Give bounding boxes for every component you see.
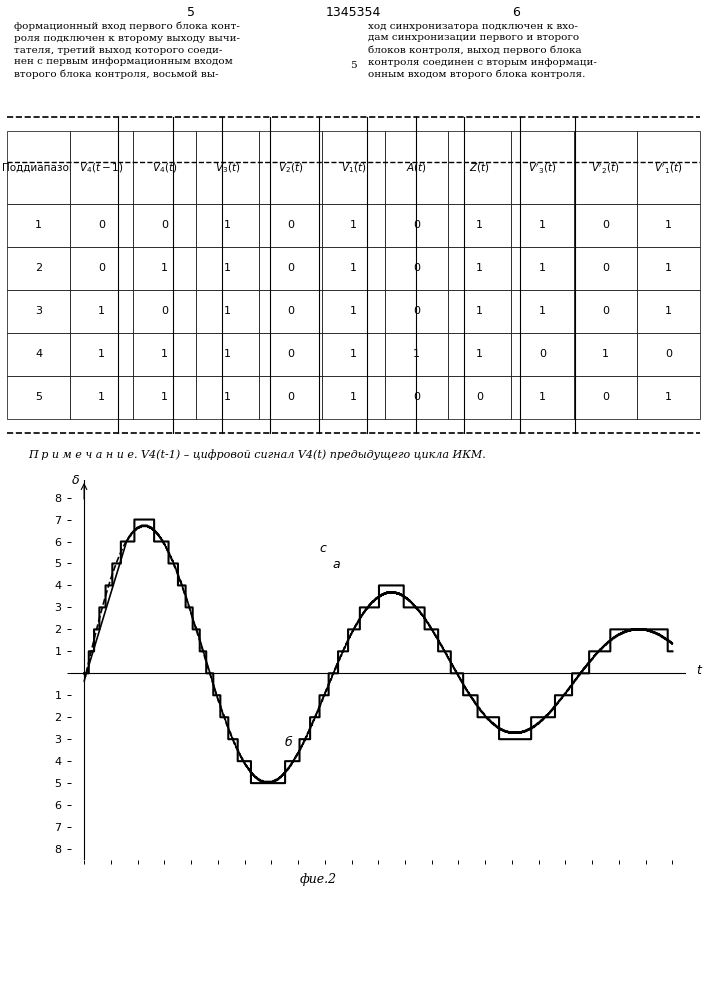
Text: формационный вход первого блока конт-
роля подключен к второму выходу вычи-
тате: формационный вход первого блока конт- ро… — [14, 22, 240, 79]
a — [651, 627, 660, 639]
b — [668, 637, 677, 649]
c — [351, 623, 359, 635]
a — [544, 708, 552, 720]
b — [544, 708, 552, 720]
b — [137, 519, 146, 531]
c — [130, 514, 139, 526]
c — [651, 623, 660, 635]
Text: 5: 5 — [350, 62, 357, 70]
b — [80, 667, 88, 679]
a — [80, 676, 88, 688]
b — [351, 620, 359, 632]
a — [351, 620, 359, 632]
c — [366, 601, 375, 613]
Text: 6: 6 — [512, 6, 520, 19]
c — [80, 667, 88, 679]
c — [544, 711, 552, 723]
a — [652, 627, 660, 639]
a — [264, 776, 272, 788]
c — [247, 777, 255, 789]
Line: b: b — [84, 525, 672, 783]
Text: б: б — [285, 736, 293, 749]
Text: c: c — [320, 542, 327, 555]
Text: фие.2: фие.2 — [300, 874, 337, 886]
c — [110, 557, 118, 569]
Text: 5: 5 — [187, 6, 195, 19]
b — [366, 598, 375, 610]
Text: a: a — [333, 558, 340, 571]
Text: П р и м е ч а н и е. V4(t-1) – цифровой сигнал V4(t) предыдущего цикла ИКМ.: П р и м е ч а н и е. V4(t-1) – цифровой … — [28, 450, 486, 460]
Text: 1345354: 1345354 — [326, 6, 381, 19]
Line: c: c — [84, 520, 672, 783]
b — [651, 627, 660, 639]
a — [366, 598, 375, 610]
b — [652, 628, 660, 640]
b — [110, 576, 118, 588]
Line: a: a — [84, 526, 672, 782]
Text: t: t — [696, 664, 701, 677]
b — [259, 777, 267, 789]
a — [140, 520, 148, 532]
a — [668, 638, 677, 650]
c — [652, 623, 660, 635]
a — [110, 563, 118, 575]
c — [668, 645, 677, 657]
Text: δ: δ — [72, 474, 80, 487]
Text: ход синхронизатора подключен к вхо-
дам синхронизации первого и второго
блоков к: ход синхронизатора подключен к вхо- дам … — [368, 22, 597, 79]
